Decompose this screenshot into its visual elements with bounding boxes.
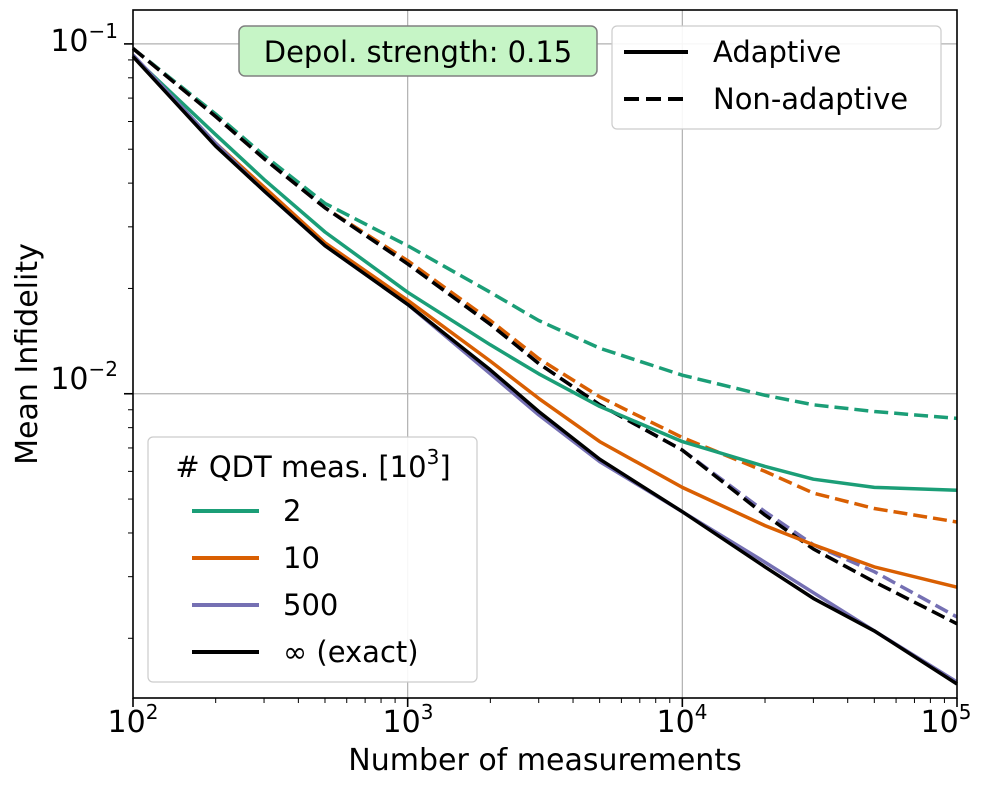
series-layer xyxy=(131,47,958,686)
plot-frame xyxy=(132,9,958,699)
y-axis-title: Mean Infidelity xyxy=(10,243,45,465)
legend-label-2: 2 xyxy=(283,494,301,528)
legend-label-500: 500 xyxy=(283,588,338,622)
legend-label-10: 10 xyxy=(283,541,320,575)
series-line xyxy=(131,55,958,492)
y-tick-label: 10−2 xyxy=(50,357,118,397)
series-line xyxy=(131,47,958,626)
annotation: Depol. strength: 0.15 xyxy=(238,25,598,77)
legend-style: Adaptive Non-adaptive xyxy=(611,25,942,130)
legend-qdt-title: # QDT meas. [103] xyxy=(175,445,450,484)
minor-ticks xyxy=(128,59,945,703)
legend-style-box xyxy=(611,25,942,130)
legend-label-non-adaptive: Non-adaptive xyxy=(713,82,908,116)
legend-label-adaptive: Adaptive xyxy=(713,35,841,69)
x-axis-title: Number of measurements xyxy=(348,743,741,778)
legend-qdt: # QDT meas. [103] 2 10 500 ∞ (exact) xyxy=(147,436,478,683)
series-line xyxy=(131,55,958,589)
legend-qdt-box xyxy=(147,436,478,683)
legend-label-exact: ∞ (exact) xyxy=(283,635,419,669)
annotation-box xyxy=(238,25,598,77)
x-tick-label: 103 xyxy=(383,700,434,740)
x-tick-label: 105 xyxy=(921,700,972,740)
series-line xyxy=(131,55,958,686)
x-tick-label: 102 xyxy=(108,700,159,740)
series-line xyxy=(131,47,958,421)
x-tick-label: 104 xyxy=(657,700,708,740)
major-ticks xyxy=(124,43,958,707)
annotation-text: Depol. strength: 0.15 xyxy=(264,35,573,69)
y-tick-label: 10−1 xyxy=(50,19,118,59)
